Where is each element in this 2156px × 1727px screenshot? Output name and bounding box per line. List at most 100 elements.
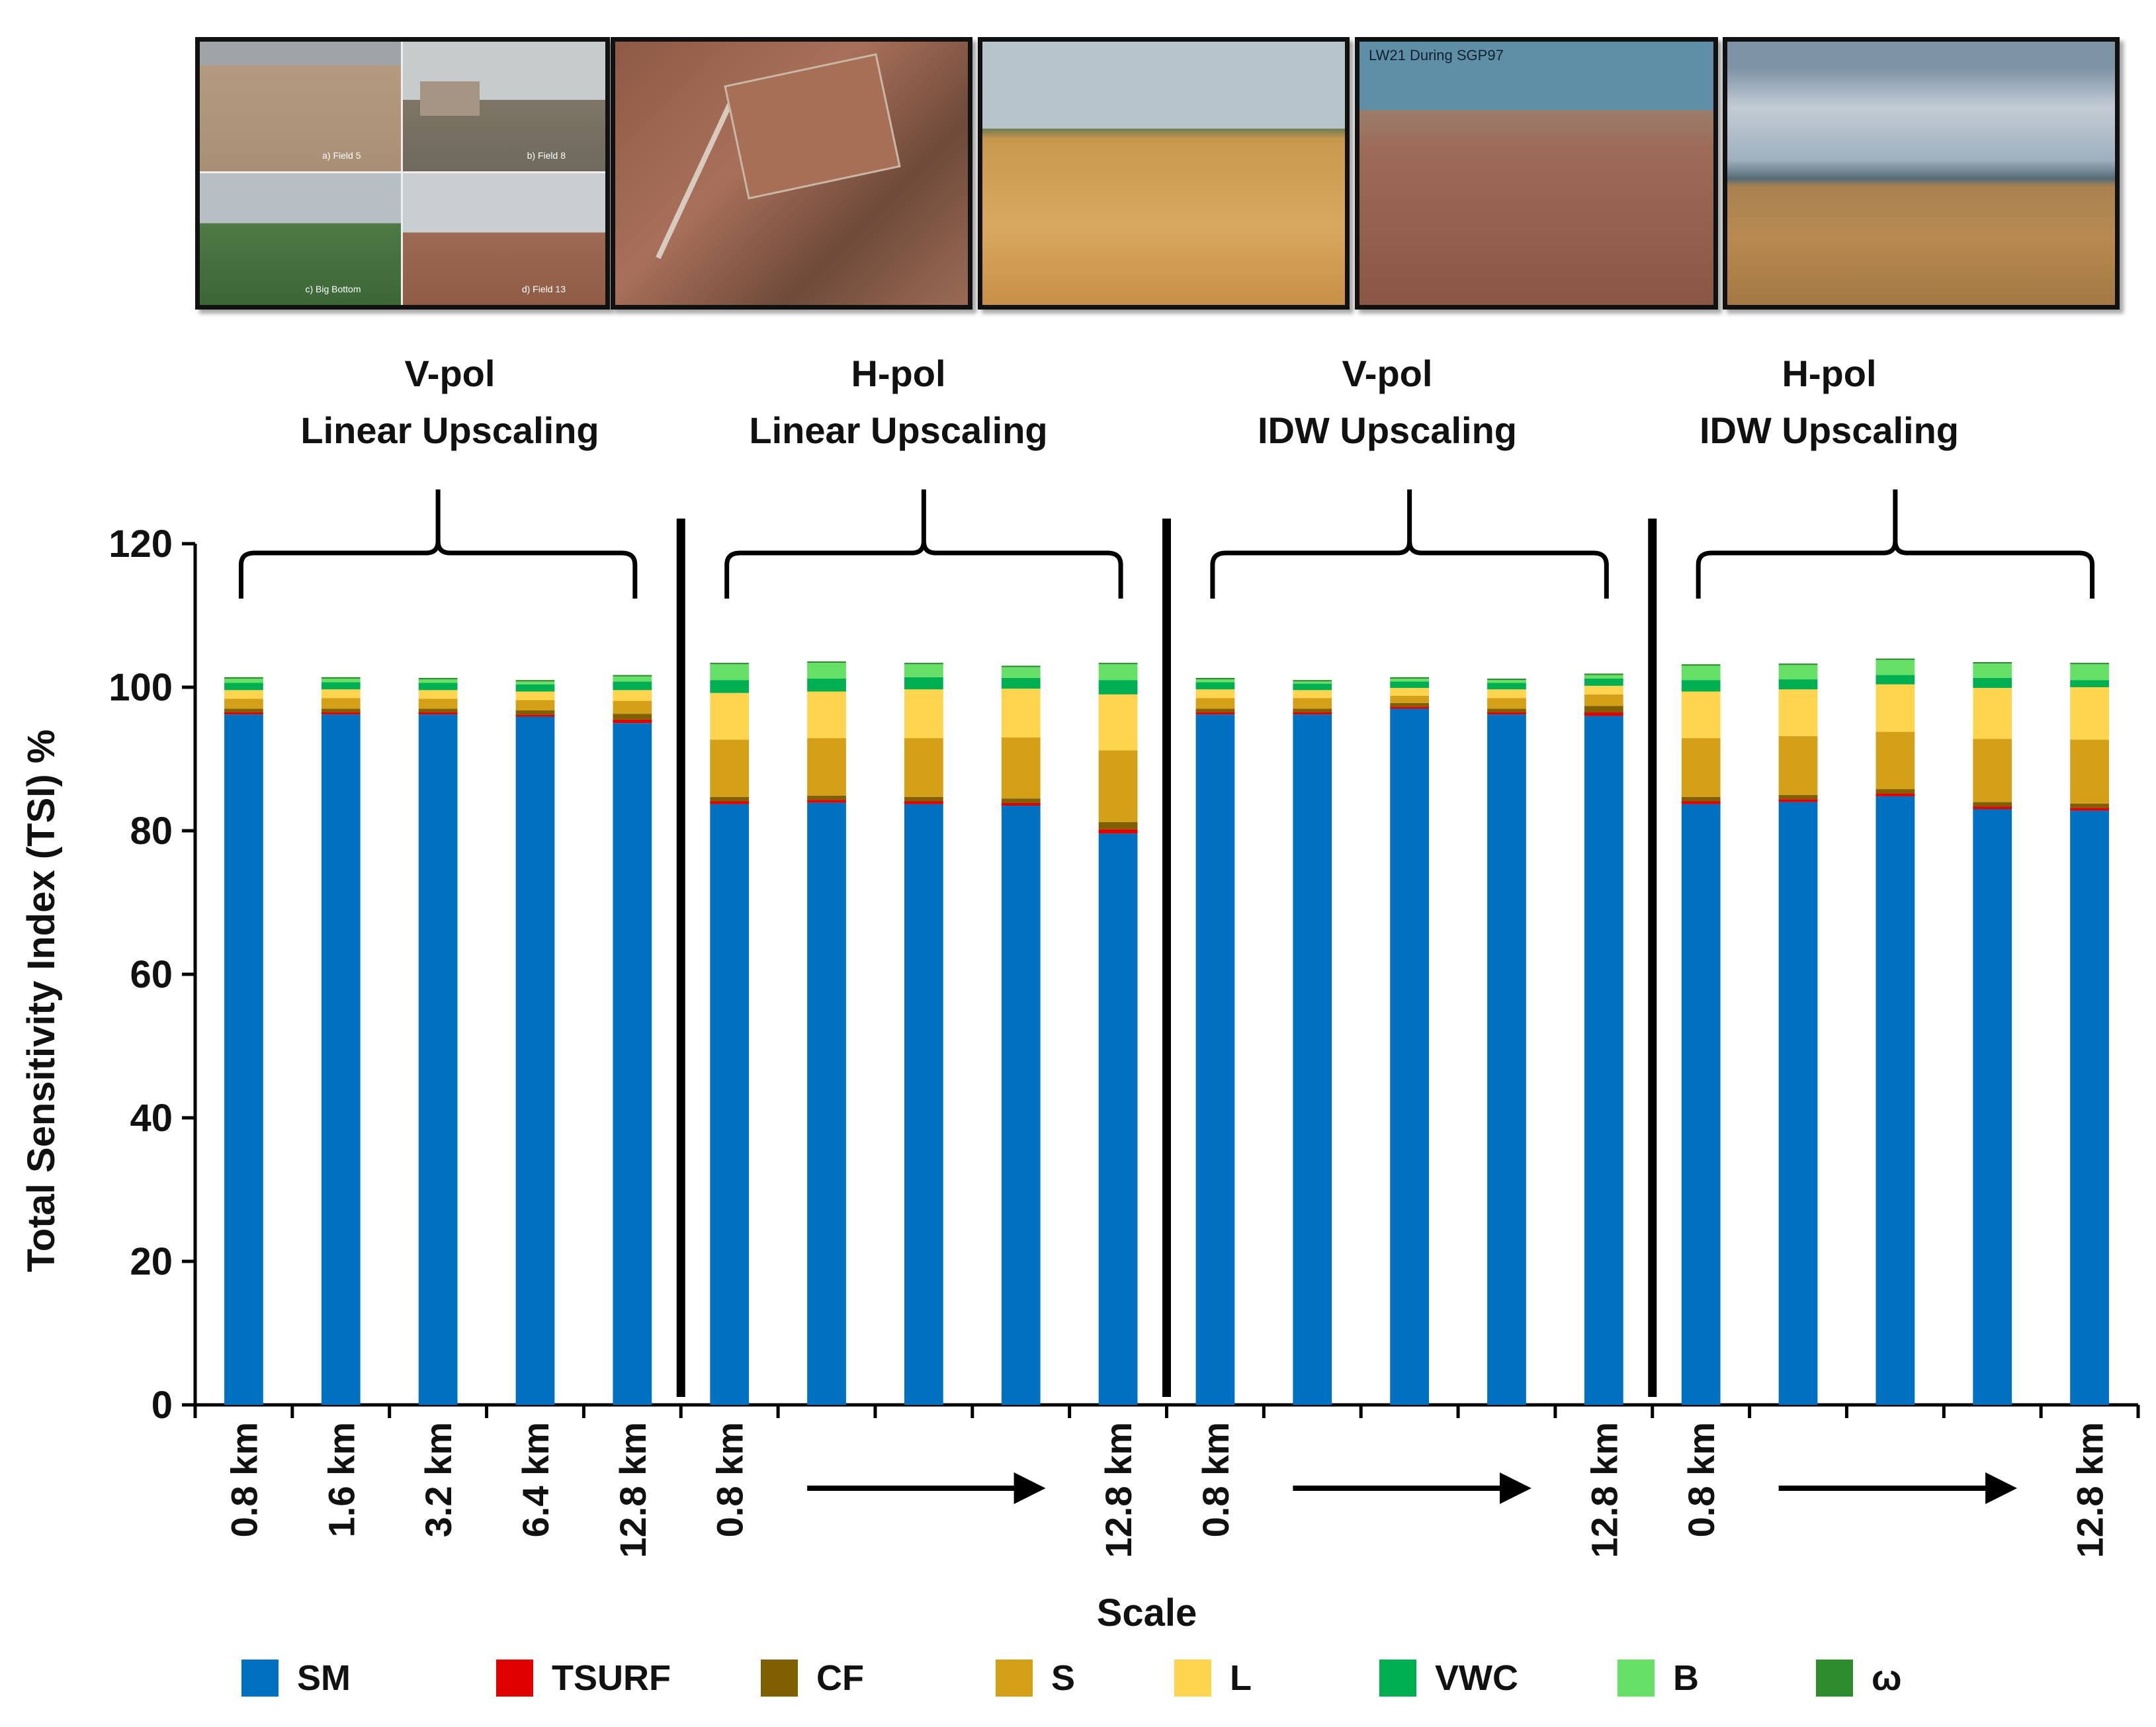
bar-segment-cf [1778,794,1818,800]
bar-segment-vwc [2070,680,2109,687]
bar-segment-l [418,690,458,699]
x-tick-label: 0.8 km [1195,1422,1236,1537]
bar-segment-w [1001,665,1041,667]
bar-segment-vwc [1487,683,1526,690]
bar-segment-l [1973,688,2012,739]
bar-segment-w [1681,664,1721,666]
bar-segment-w [1098,663,1138,665]
bar-segment-s [1876,732,1915,790]
y-tick-label: 0 [151,1384,173,1427]
x-tick-label: 3.2 km [417,1422,459,1537]
bar-segment-l [1876,684,1915,732]
bar-segment-sm [2070,810,2109,1405]
group-brace [724,489,1123,599]
legend-item-6: B [1617,1655,1699,1701]
bar-segment-b [1001,667,1041,678]
bar-segment-tsurf [418,712,458,715]
group-title-vpol-idw: V-pol IDW Upscaling [1156,345,1619,459]
bar-segment-w [1584,673,1623,675]
bar-segment-b [1098,664,1138,681]
bar-segment-vwc [1681,680,1721,692]
bar-segment-w [1973,662,2012,664]
legend-label: TSURF [552,1658,671,1698]
group-title-line1: H-pol [851,353,946,394]
bar-segment-tsurf [224,712,263,715]
group-brace [238,489,638,599]
bar-segment-b [1681,665,1721,681]
bar-segment-s [418,698,458,709]
bar-segment-tsurf [1778,799,1818,802]
bar-segment-b [1778,665,1818,680]
legend-item-5: VWC [1379,1655,1518,1701]
legend-item-7: ω [1816,1655,1902,1701]
legend-label: B [1673,1658,1699,1698]
photo-wheat-field [978,37,1350,310]
bar-segment-l [1681,691,1721,739]
legend-item-0: SM [241,1655,351,1701]
x-tick-label: 0.8 km [709,1422,751,1537]
photo-caption-c: c) Big Bottom [305,284,361,294]
legend-item-2: CF [761,1655,864,1701]
legend-swatch [1174,1660,1211,1697]
bar-segment-b [904,664,943,677]
group-title-line1: V-pol [1342,353,1433,394]
bar-segment-l [807,691,846,739]
bar-segment-b [1487,680,1526,683]
group-title-line2: IDW Upscaling [1699,409,1960,451]
bar-segment-s [1584,694,1623,706]
bar-segment-s [224,698,263,709]
bar-segment-cf [1487,708,1526,712]
bar-segment-tsurf [1293,712,1332,715]
photo-caption-lw21: LW21 During SGP97 [1369,47,1504,63]
legend-label: S [1051,1658,1076,1698]
bar-segment-b [515,681,555,685]
bar-segment-l [1098,694,1138,751]
bar-segment-w [1487,678,1526,681]
bar-segment-w [515,680,555,682]
bar-segment-w [1390,677,1429,679]
bar-segment-l [515,691,555,700]
photo-quadrant-b: b) Field 8 [402,42,605,173]
bar-segment-sm [710,804,750,1405]
bar-segment-s [613,700,652,714]
bar-segment-cf [1973,802,2012,807]
x-axis-label: Scale [1097,1591,1197,1634]
legend-item-1: TSURF [496,1655,671,1701]
bar-segment-tsurf [2070,808,2109,811]
group-title-line2: Linear Upscaling [749,409,1048,451]
bar-segment-cf [1001,798,1041,803]
group-title-line2: IDW Upscaling [1257,409,1518,451]
bar-segment-s [1390,696,1429,703]
bar-segment-cf [1098,821,1138,829]
photo-lw21-field: LW21 During SGP97 [1355,37,1718,310]
bar-segment-b [1973,663,2012,678]
photo-caption-b: b) Field 8 [527,150,566,161]
legend-swatch [241,1660,279,1697]
bar-segment-sm [1487,714,1526,1405]
bar-segment-cf [515,710,555,715]
bar-segment-cf [1584,706,1623,712]
group-title-line1: V-pol [404,353,496,394]
bar-segment-sm [807,802,846,1405]
photo-grassland [1723,37,2120,310]
bar-segment-sm [418,714,458,1405]
photo-quadrant-d: d) Field 13 [402,173,605,305]
bar-segment-s [515,700,555,710]
legend-label: ω [1872,1658,1902,1698]
legend-swatch [496,1660,533,1697]
bar-segment-tsurf [1487,712,1526,715]
bar-segment-vwc [1390,681,1429,689]
photo-sites-grid: a) Field 5 b) Field 8 c) Big Bottom d) F… [195,37,610,310]
y-tick-label: 20 [130,1240,173,1283]
bar-segment-tsurf [321,712,361,715]
x-tick-label: 12.8 km [1583,1422,1625,1558]
bar-segment-sm [224,714,263,1405]
bar-segment-vwc [418,683,458,691]
bar-segment-tsurf [1001,802,1041,806]
bar-segment-sm [1001,806,1041,1405]
group-brace [1696,489,2095,599]
group-title-line1: H-pol [1782,353,1877,394]
bar-segment-l [1195,689,1235,698]
bar-segment-cf [1293,708,1332,712]
